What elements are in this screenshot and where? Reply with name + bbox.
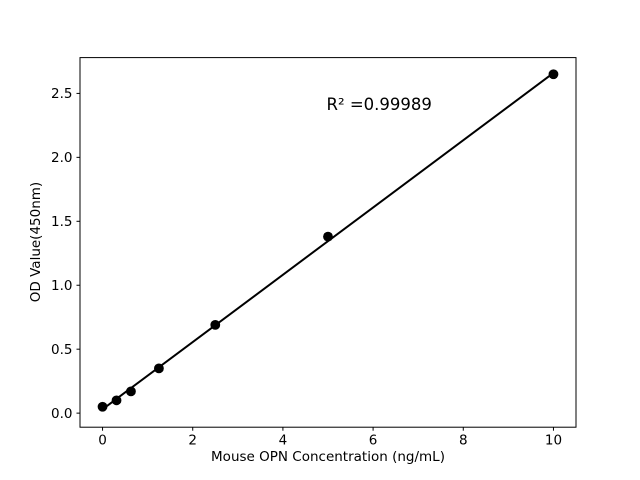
data-point [126, 386, 136, 397]
y-tick-label: 0.0 [51, 406, 72, 422]
x-tick-label: 8 [459, 433, 468, 449]
x-tick-label: 10 [545, 433, 562, 449]
data-point [323, 231, 333, 242]
y-tick-label: 1.5 [51, 214, 72, 230]
data-point [97, 401, 108, 412]
x-tick-label: 0 [98, 433, 107, 449]
y-tick-label: 2.0 [51, 150, 72, 166]
y-tick-label: 0.5 [51, 342, 72, 358]
r-squared-annotation: R² =0.99989 [326, 95, 432, 115]
data-point [548, 69, 559, 80]
x-tick-label: 2 [188, 433, 197, 449]
data-point [210, 319, 221, 330]
data-point [154, 363, 164, 374]
y-tick-label: 1.0 [51, 278, 72, 294]
x-tick-label: 6 [369, 433, 378, 449]
y-tick-label: 2.5 [51, 86, 72, 102]
y-axis-label: OD Value(450nm) [28, 181, 45, 303]
data-point [111, 395, 122, 406]
x-tick-label: 4 [279, 433, 288, 449]
x-axis-label: Mouse OPN Concentration (ng/mL) [211, 449, 445, 465]
